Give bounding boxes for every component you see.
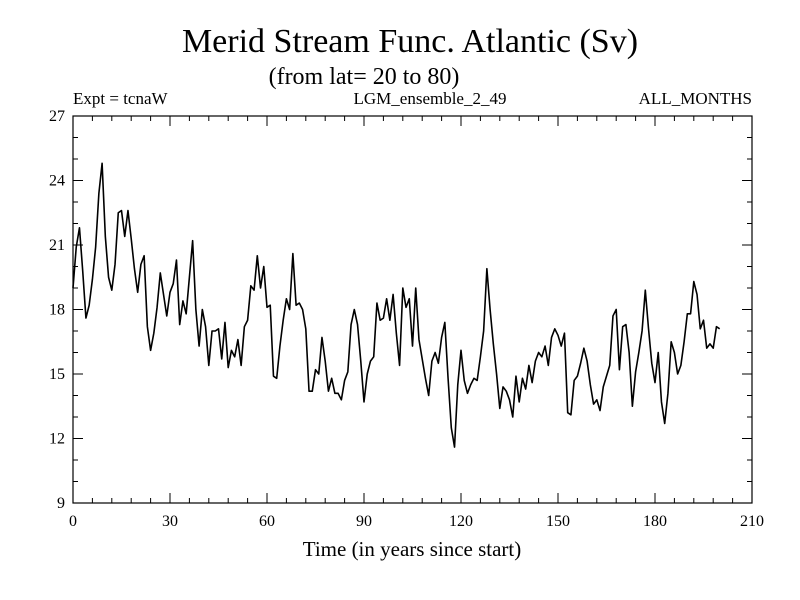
y-tick-label: 18 bbox=[49, 302, 65, 319]
x-tick-label: 30 bbox=[162, 513, 178, 530]
series-layer bbox=[72, 162, 721, 448]
y-tick-label: 15 bbox=[49, 366, 65, 383]
x-tick-label: 0 bbox=[69, 513, 77, 530]
x-tick-label: 60 bbox=[259, 513, 275, 530]
ensemble-label: LGM_ensemble_2_49 bbox=[354, 89, 507, 108]
x-axis-label: Time (in years since start) bbox=[303, 537, 522, 561]
axis-ticks bbox=[72, 115, 753, 504]
y-tick-label: 12 bbox=[49, 431, 65, 448]
chart-subtitle: (from lat= 20 to 80) bbox=[269, 64, 460, 90]
axis-tick-labels: 0 30 60 90 120 150 180 210 9 12 15 18 21 24 27 bbox=[49, 108, 764, 530]
chart-title: Merid Stream Func. Atlantic (Sv) bbox=[182, 23, 638, 60]
y-tick-label: 21 bbox=[49, 237, 65, 254]
x-tick-label: 90 bbox=[356, 513, 372, 530]
x-tick-label: 120 bbox=[449, 513, 473, 530]
series-line bbox=[72, 162, 721, 448]
x-tick-label: 210 bbox=[740, 513, 764, 530]
y-tick-label: 24 bbox=[49, 173, 65, 190]
plot-frame bbox=[72, 115, 753, 504]
y-tick-label: 9 bbox=[57, 495, 65, 512]
y-tick-label: 27 bbox=[49, 108, 65, 125]
months-label: ALL_MONTHS bbox=[639, 89, 752, 108]
experiment-label: Expt = tcnaW bbox=[73, 89, 169, 108]
x-tick-label: 180 bbox=[643, 513, 667, 530]
x-tick-label: 150 bbox=[546, 513, 570, 530]
